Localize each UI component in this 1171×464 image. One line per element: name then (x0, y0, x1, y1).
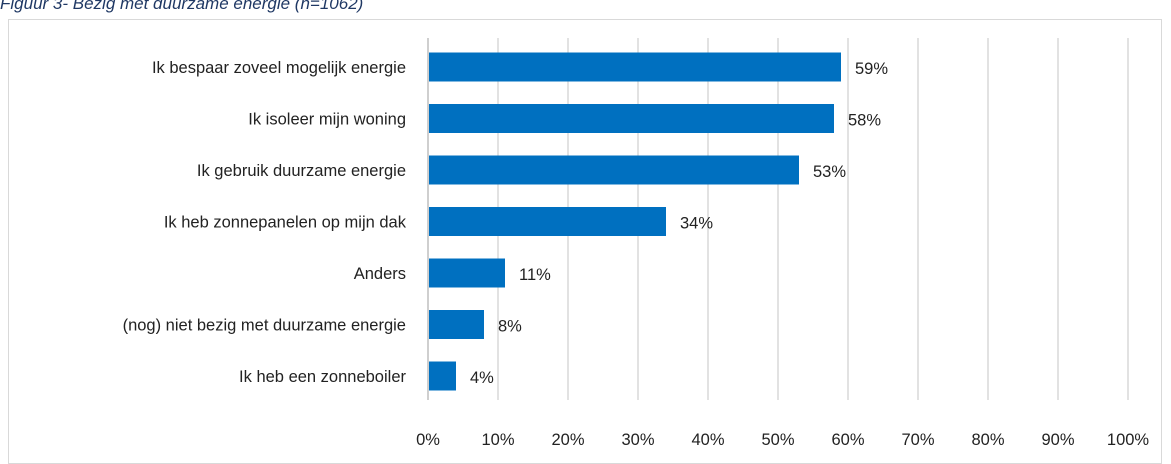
bar (429, 155, 799, 185)
x-tick-labels: 0% 10% 20% 30% 40% 50% 60% 70% 80% 90% 100% (416, 431, 1149, 449)
category-label: Ik isoleer mijn woning (248, 111, 406, 129)
category-labels: Ik bespaar zoveel mogelijk energie Ik iso… (123, 59, 407, 386)
category-label: Ik heb een zonneboiler (239, 368, 406, 386)
x-tick-label: 100% (1107, 431, 1150, 449)
value-label: 53% (813, 163, 846, 181)
value-label: 11% (519, 266, 551, 284)
x-tick-label: 30% (621, 431, 654, 449)
x-tick-label: 50% (761, 431, 794, 449)
value-label: 58% (848, 112, 881, 130)
x-tick-label: 20% (551, 431, 584, 449)
bar (429, 310, 484, 339)
value-label: 59% (855, 60, 888, 78)
category-label: Anders (354, 265, 406, 283)
bar (429, 207, 666, 236)
bar (429, 361, 456, 391)
bars (429, 52, 841, 391)
value-label: 8% (498, 318, 522, 336)
x-tick-label: 10% (481, 431, 514, 449)
x-tick-label: 90% (1041, 431, 1074, 449)
category-label: Ik heb zonnepanelen op mijn dak (164, 214, 407, 232)
category-label: Ik bespaar zoveel mogelijk energie (152, 59, 406, 77)
bar (429, 52, 841, 82)
value-label: 34% (680, 215, 713, 233)
bar (429, 258, 505, 288)
x-tick-label: 70% (901, 431, 934, 449)
figure-caption: Figuur 3- Bezig met duurzame energie (n=… (0, 0, 364, 13)
value-labels: 59% 58% 53% 34% 11% 8% 4% (470, 60, 888, 387)
value-label: 4% (470, 369, 494, 387)
category-label: (nog) niet bezig met duurzame energie (123, 317, 406, 335)
x-tick-label: 60% (831, 431, 864, 449)
category-label: Ik gebruik duurzame energie (197, 162, 406, 180)
x-tick-label: 0% (416, 431, 440, 449)
x-tick-label: 80% (971, 431, 1004, 449)
bar (429, 104, 834, 133)
x-tick-label: 40% (691, 431, 724, 449)
